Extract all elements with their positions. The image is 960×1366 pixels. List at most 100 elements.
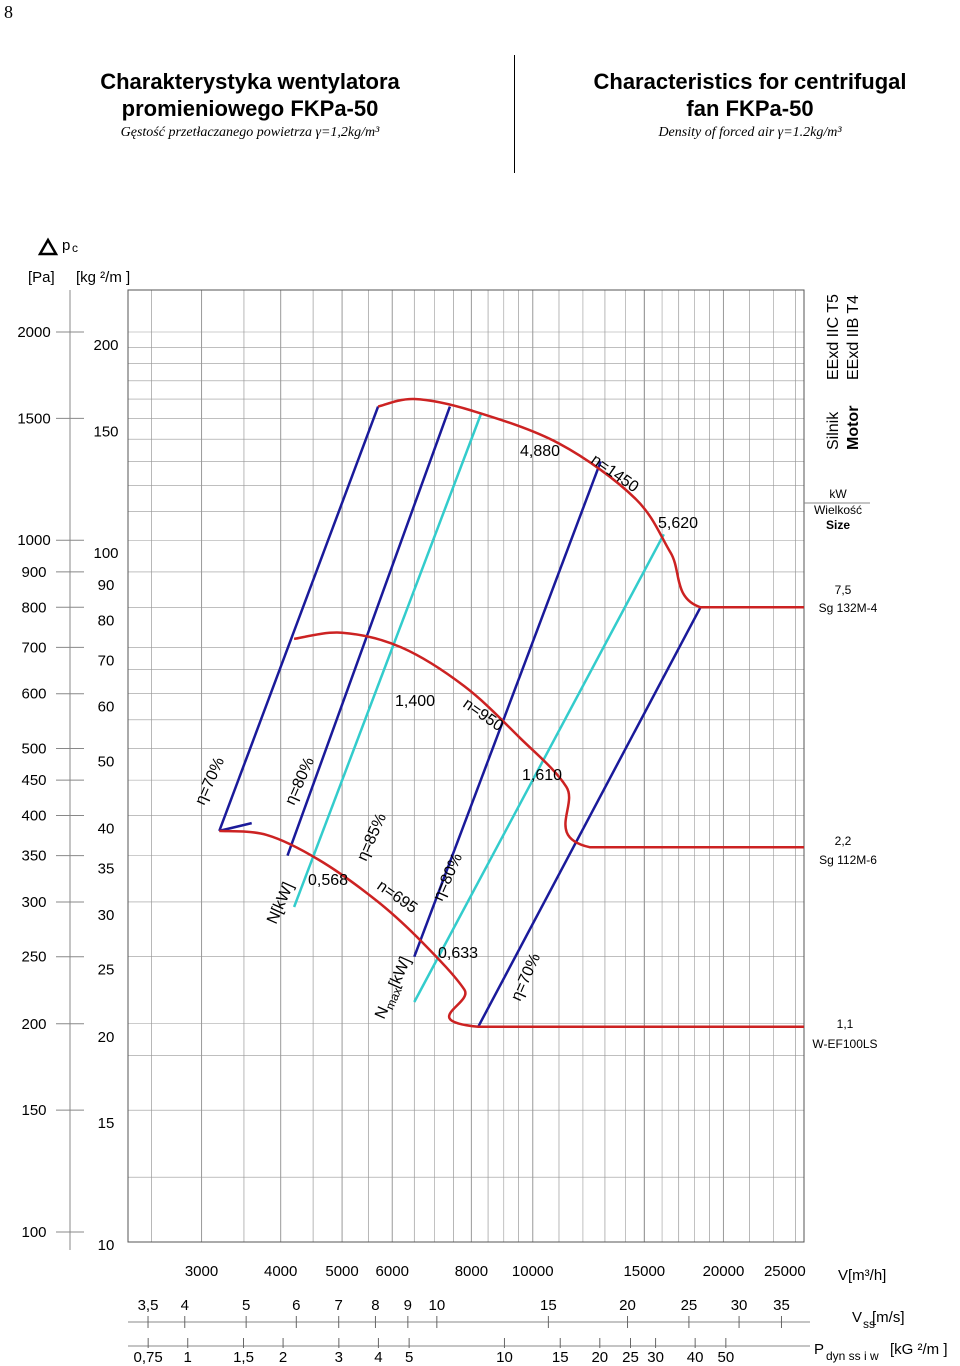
chart-grid: [128, 290, 804, 1242]
pdyn-tick-label: 30: [647, 1349, 664, 1366]
vss-tick-label: 7: [335, 1297, 343, 1314]
vss-tick-label: 4: [181, 1297, 189, 1314]
motor-3-size: W-EF100LS: [812, 1037, 877, 1051]
motor-3-kw: 1,1: [837, 1017, 854, 1031]
y-tick-pa: 250: [21, 949, 46, 966]
motor-1-size: Sg 132M-4: [819, 601, 878, 615]
y-tick-pa: 700: [21, 639, 46, 656]
y-tick-kg: 50: [98, 753, 115, 770]
vss-tick-label: 20: [619, 1297, 636, 1314]
y-tick-pa: 450: [21, 772, 46, 789]
x-tick-label: 5000: [325, 1263, 358, 1280]
y-tick-pa: 350: [21, 848, 46, 865]
y-tick-pa: 800: [21, 599, 46, 616]
y-tick-kg: 35: [98, 861, 115, 878]
vss-v: V: [852, 1309, 862, 1326]
y-tick-kg: 15: [98, 1115, 115, 1132]
y-tick-kg: 90: [98, 577, 115, 594]
x-tick-label: 8000: [455, 1263, 488, 1280]
pdyn-tick-label: 0,75: [134, 1349, 163, 1366]
en-title-line2: fan FKPa-50: [686, 96, 814, 121]
power-axis-label: N[kW]: [264, 880, 297, 927]
y-tick-kg: 40: [98, 821, 115, 838]
y-axis-title: p c [Pa] [kg ²/m ]: [28, 237, 130, 286]
y-tick-pa: 300: [21, 894, 46, 911]
power-0633: 0,633: [438, 945, 478, 962]
y-ticks: 2000 1500 1000 900 800 700 600 500 450 400 350 300 2…: [17, 324, 118, 1254]
pdyn-tick-label: 50: [718, 1349, 735, 1366]
pdyn-tick-label: 1,5: [233, 1349, 254, 1366]
efficiency-line-1: [286, 406, 452, 857]
y-tick-pa: 400: [21, 808, 46, 825]
power-0568: 0,568: [308, 872, 348, 889]
power-1400: 1,400: [395, 693, 435, 710]
vss-tick-label: 35: [773, 1297, 790, 1314]
fan-curve-n-1450: [377, 397, 804, 609]
header-divider: [514, 55, 515, 173]
pdyn-sub: dyn ss i w: [826, 1349, 879, 1363]
vss-tick-label: 6: [292, 1297, 300, 1314]
size-en: Size: [826, 518, 850, 532]
efficiency-line-5: [219, 821, 252, 833]
cert-2: EExd IIB T4: [845, 295, 862, 380]
pdyn-tick-label: 5: [405, 1349, 413, 1366]
y-tick-kg: 100: [93, 545, 118, 562]
en-density: Density of forced air γ=1.2kg/m³: [658, 125, 842, 140]
motor-2-kw: 2,2: [835, 834, 852, 848]
pdyn-tick-label: 2: [279, 1349, 287, 1366]
vss-tick-label: 25: [681, 1297, 698, 1314]
y-tick-pa: 500: [21, 740, 46, 757]
delta-icon: [37, 237, 59, 256]
eta-label-70-upper: η=70%: [192, 755, 228, 808]
y-tick-kg: 25: [98, 962, 115, 979]
pdyn-tick-label: 20: [591, 1349, 608, 1366]
y-tick-kg: 70: [98, 652, 115, 669]
y-unit-pa: [Pa]: [28, 269, 55, 286]
page-number: 8: [4, 2, 13, 22]
x-tick-label: 4000: [264, 1263, 297, 1280]
y-tick-pa: 900: [21, 564, 46, 581]
y-label-symbol: p: [62, 237, 70, 254]
fan-curve-n-695: [219, 829, 804, 1029]
pl-title-line1: Charakterystyka wentylatora: [100, 69, 400, 94]
motor-panel: EExd IIC T5 EExd IIB T4 Silnik Motor kW …: [804, 294, 878, 1051]
y-tick-pa: 1500: [17, 410, 50, 427]
fan-curve-n-950: [293, 631, 804, 849]
eta-label-80-upper: η=80%: [282, 755, 318, 808]
x-tick-label: 6000: [376, 1263, 409, 1280]
y-unit-kg: [kg ²/m ]: [76, 269, 130, 286]
pdyn-tick-label: 1: [184, 1349, 192, 1366]
plot-frame: [127, 289, 805, 1243]
header-polish: Charakterystyka wentylatora promienioweg…: [40, 68, 460, 141]
efficiency-line-3: [413, 460, 602, 958]
kw-label: kW: [829, 487, 847, 501]
power-1610: 1,610: [522, 767, 562, 784]
pl-title-line2: promieniowego FKPa-50: [121, 96, 379, 121]
bottom-scales: V[m³/h] V ss [m/s] P dyn ss i w [kG ²/m …: [128, 1267, 948, 1366]
y-tick-pa: 600: [21, 686, 46, 703]
pdyn-p: P: [814, 1341, 824, 1358]
efficiency-line-4: [477, 606, 702, 1028]
vss-tick-label: 8: [371, 1297, 379, 1314]
vss-tick-label: 5: [242, 1297, 250, 1314]
y-tick-pa: 1000: [17, 532, 50, 549]
y-tick-kg: 20: [98, 1029, 115, 1046]
y-tick-kg: 30: [98, 907, 115, 924]
motor-2-size: Sg 112M-6: [819, 853, 877, 867]
x-tick-label: 10000: [512, 1263, 554, 1280]
motor-1-kw: 7,5: [835, 583, 852, 597]
nmax-label: N max [kW]: [372, 954, 414, 1021]
power-4880: 4,880: [520, 443, 560, 460]
efficiency-lines: [218, 406, 702, 1028]
y-tick-pa: 2000: [17, 324, 50, 341]
y-tick-kg: 200: [93, 337, 118, 354]
y-tick-kg: 80: [98, 612, 115, 629]
vss-tick-label: 9: [404, 1297, 412, 1314]
x-tick-label: 25000: [764, 1263, 806, 1280]
fan-curves: [219, 397, 804, 1029]
pdyn-unit: [kG ²/m ]: [890, 1341, 948, 1358]
pdyn-tick-label: 40: [687, 1349, 704, 1366]
y-label-sub: c: [72, 241, 78, 255]
y-tick-pa: 200: [21, 1016, 46, 1033]
size-pl: Wielkość: [814, 503, 862, 517]
